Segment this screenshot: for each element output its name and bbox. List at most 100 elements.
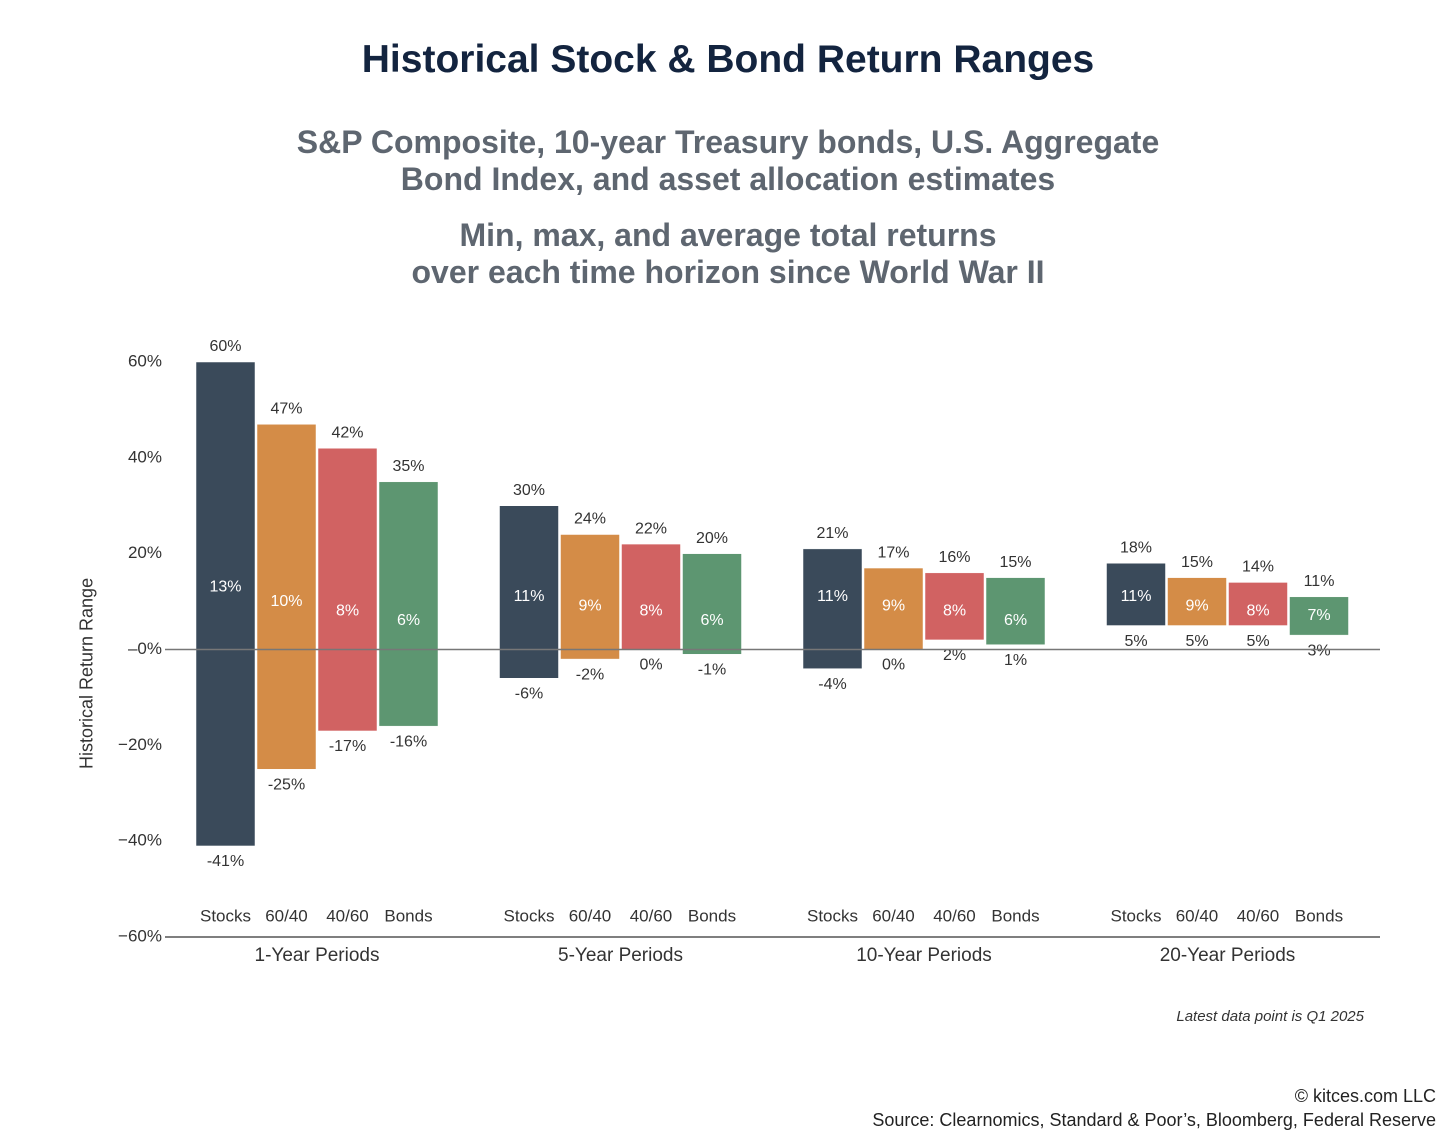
series-label: Bonds xyxy=(991,906,1039,925)
min-label: 5% xyxy=(1246,633,1269,650)
series-label: 40/60 xyxy=(630,906,673,925)
range-bar xyxy=(378,481,439,727)
y-tick-label: −60% xyxy=(118,926,162,945)
average-label: 8% xyxy=(336,602,359,619)
chart-subtitle: S&P Composite, 10-year Treasury bonds, U… xyxy=(0,124,1456,198)
min-label: 0% xyxy=(639,657,662,674)
y-tick-label: −20% xyxy=(118,735,162,754)
min-label: -6% xyxy=(515,685,543,702)
min-label: 5% xyxy=(1124,633,1147,650)
chart-title: Historical Stock & Bond Return Ranges xyxy=(361,38,1095,81)
range-bar xyxy=(802,548,863,669)
series-label: Stocks xyxy=(1110,906,1161,925)
max-label: 30% xyxy=(513,482,545,499)
series-label: 60/40 xyxy=(265,906,308,925)
category-label: 5-Year Periods xyxy=(558,945,683,966)
series-label: 60/40 xyxy=(569,906,612,925)
max-label: 42% xyxy=(331,424,363,441)
min-label: -41% xyxy=(207,853,244,870)
range-bar xyxy=(682,553,742,655)
source-note: Source: Clearnomics, Standard & Poor’s, … xyxy=(872,1110,1436,1130)
max-label: 11% xyxy=(1304,573,1335,590)
range-bar xyxy=(195,361,256,847)
average-label: 9% xyxy=(882,598,905,615)
average-label: 11% xyxy=(514,588,545,605)
max-label: 47% xyxy=(270,401,302,418)
series-label: Stocks xyxy=(807,906,858,925)
range-bar xyxy=(924,572,985,641)
max-label: 18% xyxy=(1120,539,1152,556)
average-label: 11% xyxy=(1121,588,1152,605)
category-label: 10-Year Periods xyxy=(856,945,992,966)
range-bar xyxy=(1167,577,1227,626)
max-label: 15% xyxy=(1181,554,1213,571)
range-bar xyxy=(863,567,924,650)
copyright-credit: © kitces.com LLC xyxy=(1294,1086,1436,1106)
average-label: 6% xyxy=(1004,612,1027,629)
series-label: 60/40 xyxy=(872,906,915,925)
min-label: -1% xyxy=(698,662,726,679)
min-label: -16% xyxy=(390,733,427,750)
max-label: 22% xyxy=(635,520,667,537)
min-label: -2% xyxy=(576,666,604,683)
range-bar xyxy=(256,424,317,770)
y-tick-label: −40% xyxy=(118,831,162,850)
range-bar xyxy=(1228,582,1288,626)
average-label: 13% xyxy=(209,578,241,595)
max-label: 14% xyxy=(1242,559,1274,576)
max-label: 17% xyxy=(877,544,909,561)
min-label: -17% xyxy=(329,738,366,755)
min-label: -4% xyxy=(818,676,846,693)
average-label: 6% xyxy=(397,612,420,629)
max-label: 60% xyxy=(209,338,241,355)
chart-description: Min, max, and average total returns over… xyxy=(0,217,1456,291)
average-label: 9% xyxy=(578,598,601,615)
range-bar xyxy=(1289,596,1349,636)
description-line-2: over each time horizon since World War I… xyxy=(411,254,1045,290)
series-label: Bonds xyxy=(688,906,736,925)
range-bar xyxy=(1106,563,1166,626)
min-label: 5% xyxy=(1185,633,1208,650)
latest-data-note: Latest data point is Q1 2025 xyxy=(1176,1008,1364,1025)
series-label: 40/60 xyxy=(1237,906,1280,925)
average-label: 8% xyxy=(639,602,662,619)
max-label: 35% xyxy=(392,458,424,475)
series-label: Bonds xyxy=(1295,906,1343,925)
min-label: 1% xyxy=(1004,652,1027,669)
range-bar xyxy=(560,534,620,660)
y-axis-title: Historical Return Range xyxy=(77,578,97,769)
category-label: 1-Year Periods xyxy=(255,945,380,966)
max-label: 20% xyxy=(696,530,728,547)
y-tick-label: 20% xyxy=(128,543,162,562)
average-label: 8% xyxy=(1246,602,1269,619)
range-bar xyxy=(317,448,378,732)
subtitle-line-2: Bond Index, and asset allocation estimat… xyxy=(400,161,1056,197)
min-label: -25% xyxy=(268,777,305,794)
series-label: Bonds xyxy=(384,906,432,925)
series-label: 40/60 xyxy=(933,906,976,925)
max-label: 21% xyxy=(816,525,848,542)
series-label: 60/40 xyxy=(1176,906,1219,925)
y-tick-label: 40% xyxy=(128,447,162,466)
average-label: 8% xyxy=(943,602,966,619)
series-label: 40/60 xyxy=(326,906,369,925)
range-bar xyxy=(621,543,681,650)
average-label: 9% xyxy=(1185,598,1208,615)
average-label: 10% xyxy=(270,593,302,610)
series-label: Stocks xyxy=(503,906,554,925)
series-label: Stocks xyxy=(200,906,251,925)
min-label: 3% xyxy=(1307,642,1330,659)
range-bar xyxy=(985,577,1046,645)
min-label: 0% xyxy=(882,657,905,674)
max-label: 16% xyxy=(938,549,970,566)
max-label: 24% xyxy=(574,511,606,528)
max-label: 15% xyxy=(999,554,1031,571)
average-label: 6% xyxy=(700,612,723,629)
description-line-1: Min, max, and average total returns xyxy=(459,217,997,253)
y-tick-label: 60% xyxy=(128,351,162,370)
min-label: 2% xyxy=(943,647,966,664)
category-label: 20-Year Periods xyxy=(1160,945,1296,966)
average-label: 7% xyxy=(1307,607,1330,624)
